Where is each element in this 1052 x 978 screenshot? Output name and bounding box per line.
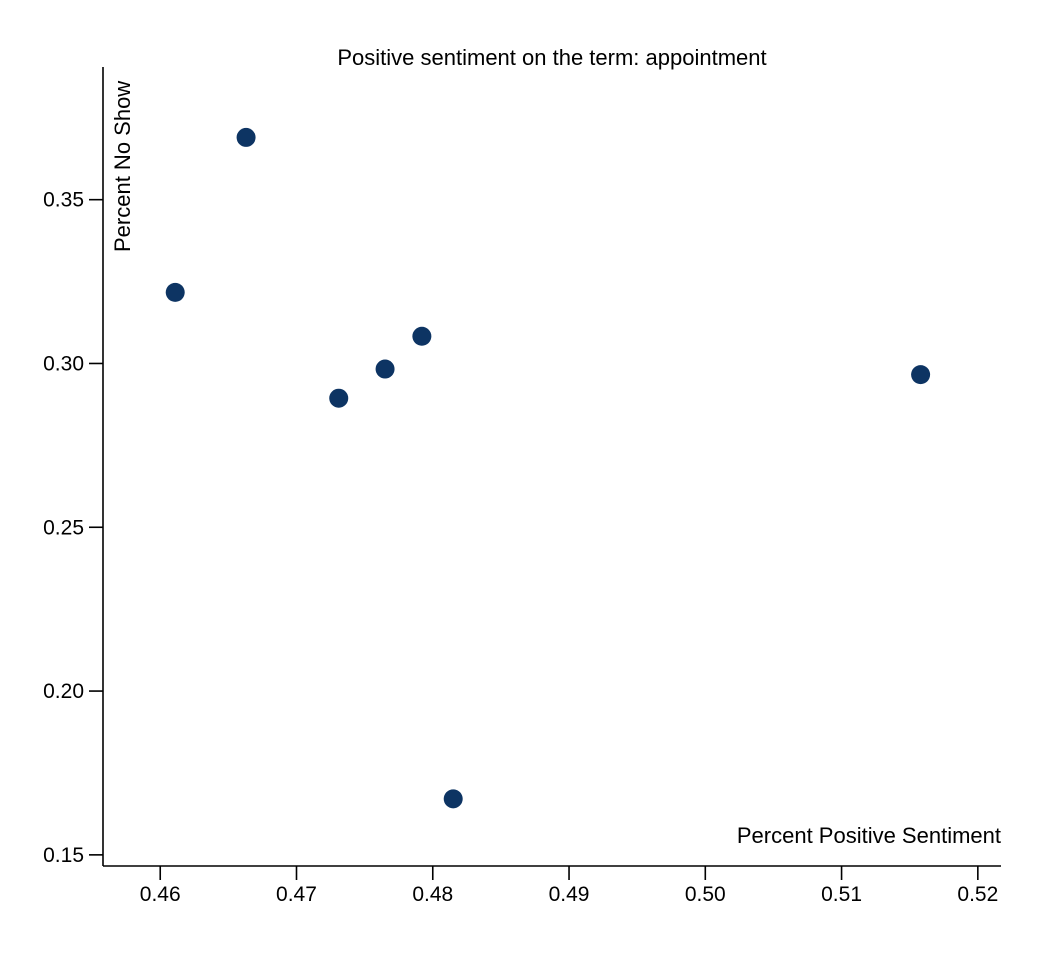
x-tick-label: 0.49: [549, 883, 590, 906]
data-points: [165, 127, 931, 809]
x-tick-label: 0.52: [957, 883, 998, 906]
x-tick-label: 0.47: [276, 883, 317, 906]
y-axis-ticks: 0.15 0.20 0.25 0.30 0.35: [43, 189, 103, 867]
y-axis-label: Percent No Show: [110, 81, 135, 252]
y-tick-label: 0.25: [43, 516, 84, 539]
data-point: [236, 127, 256, 147]
y-tick-label: 0.30: [43, 352, 84, 375]
y-tick-label: 0.35: [43, 189, 84, 212]
x-tick-label: 0.50: [685, 883, 726, 906]
x-tick-label: 0.48: [412, 883, 453, 906]
x-axis-ticks: 0.46 0.47 0.48 0.49 0.50 0.51 0.52: [140, 866, 998, 906]
data-point: [412, 326, 432, 346]
x-tick-label: 0.46: [140, 883, 181, 906]
data-point: [911, 365, 931, 385]
data-point: [165, 282, 185, 302]
chart-title: Positive sentiment on the term: appointm…: [337, 45, 766, 70]
y-tick-label: 0.15: [43, 844, 84, 867]
x-tick-label: 0.51: [821, 883, 862, 906]
data-point: [375, 359, 395, 379]
x-axis-label: Percent Positive Sentiment: [737, 823, 1001, 848]
y-tick-label: 0.20: [43, 680, 84, 703]
data-point: [443, 789, 463, 809]
data-point: [329, 388, 349, 408]
